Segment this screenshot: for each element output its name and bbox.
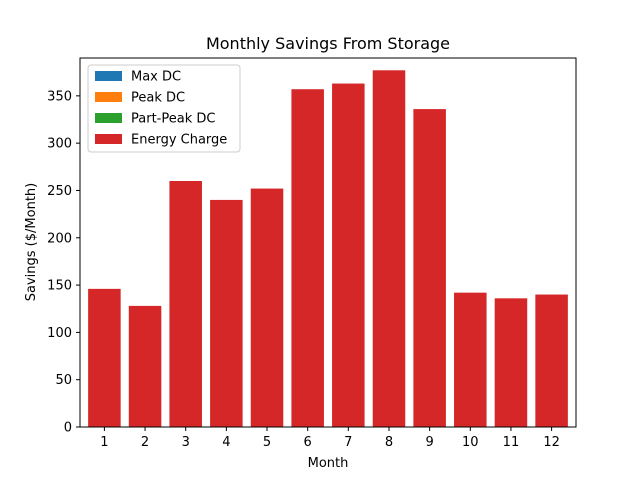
bar-energy-charge-11 — [494, 298, 528, 427]
bar-energy-charge-1 — [88, 288, 121, 427]
bar-energy-charge-2 — [128, 305, 162, 427]
y-axis-ticks: 0 50 100 150 200 250 300 350 — [47, 89, 80, 436]
legend-swatch — [95, 71, 122, 81]
x-tick-label: 6 — [304, 435, 312, 450]
x-tick-label: 11 — [503, 435, 520, 450]
y-tick-label: 100 — [47, 326, 72, 341]
bar-energy-charge-4 — [210, 199, 243, 427]
bar-energy-charge-6 — [291, 89, 324, 427]
x-tick-label: 10 — [462, 435, 479, 450]
bar-energy-charge-10 — [454, 292, 487, 427]
legend-swatch — [95, 113, 122, 123]
x-tick-label: 2 — [141, 435, 149, 450]
legend-label: Max DC — [131, 70, 181, 85]
y-tick-label: 350 — [47, 89, 72, 104]
x-tick-label: 7 — [344, 435, 352, 450]
y-axis-label: Savings ($/Month) — [24, 183, 39, 301]
x-tick-label: 9 — [425, 435, 433, 450]
legend-swatch — [95, 134, 122, 144]
y-tick-label: 50 — [55, 373, 72, 388]
y-tick-label: 150 — [47, 279, 72, 294]
y-tick-label: 250 — [47, 184, 72, 199]
x-tick-label: 3 — [182, 435, 190, 450]
bar-energy-charge-9 — [413, 109, 446, 427]
plot-frame — [79, 57, 577, 428]
y-tick-label: 300 — [47, 137, 72, 152]
bar-energy-charge-3 — [169, 181, 202, 427]
legend-label: Energy Charge — [131, 133, 227, 148]
bars-group — [88, 70, 568, 428]
x-axis-label: Month — [308, 456, 349, 471]
bar-energy-charge-8 — [372, 70, 406, 428]
x-tick-label: 12 — [543, 435, 560, 450]
x-axis-ticks: 1 2 3 4 5 6 7 8 9 10 11 12 — [100, 427, 560, 450]
y-tick-label: 200 — [47, 231, 72, 246]
bar-energy-charge-5 — [250, 188, 284, 427]
x-tick-label: 5 — [263, 435, 271, 450]
x-tick-label: 8 — [385, 435, 393, 450]
legend: Max DC Peak DC Part-Peak DC Energy Charge — [87, 64, 241, 153]
legend-label: Part-Peak DC — [131, 112, 215, 127]
bar-energy-charge-12 — [535, 294, 568, 427]
legend-box — [87, 64, 241, 153]
legend-label: Peak DC — [131, 91, 185, 106]
bar-energy-charge-7 — [332, 83, 365, 428]
chart-title: Monthly Savings From Storage — [206, 34, 450, 53]
x-tick-label: 4 — [222, 435, 230, 450]
y-tick-label: 0 — [64, 421, 72, 436]
x-tick-label: 1 — [100, 435, 108, 450]
legend-swatch — [95, 92, 122, 102]
